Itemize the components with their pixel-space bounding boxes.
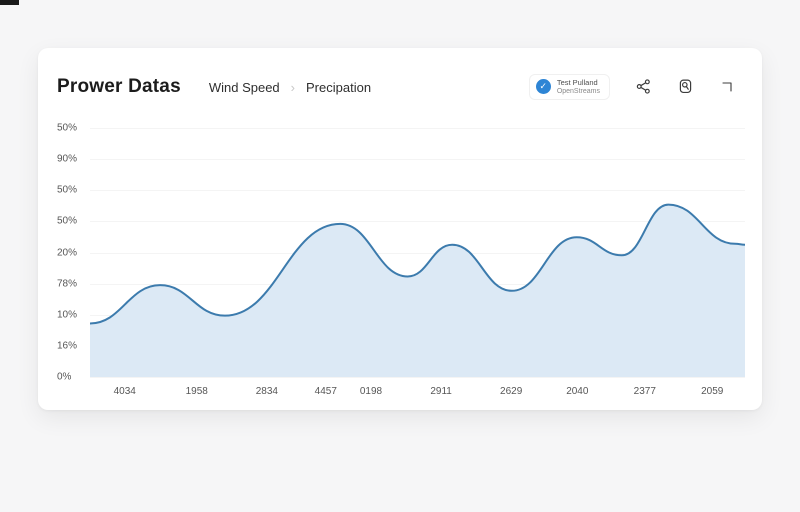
source-badge-icon: ✓ (535, 79, 551, 95)
card-header: Prower Datas Wind Speed › Precipation ✓ … (38, 48, 762, 102)
y-tick-label: 50% (57, 184, 78, 196)
gridline (90, 221, 745, 223)
gridline (90, 252, 745, 254)
x-axis-labels: 4034 1958 2834 4457 0198 2911 2629 2040 2377 2059 (90, 386, 745, 400)
share-icon (636, 79, 650, 95)
y-tick-label: 0% (57, 371, 72, 383)
gridline (90, 190, 745, 192)
y-axis-labels: 50% 90% 50% 50% 20% 78% 10% 16% 0% (57, 123, 91, 383)
area-fill (90, 204, 745, 377)
x-tick-label: 0198 (359, 386, 383, 397)
y-tick-label: 90% (57, 153, 78, 165)
source-badge[interactable]: ✓ Test Pulland OpenStreams (528, 73, 610, 101)
page-title: Prower Datas (57, 76, 181, 97)
breadcrumb-item-wind-speed[interactable]: Wind Speed (208, 79, 280, 95)
breadcrumb-item-precipation[interactable]: Precipation (306, 79, 372, 95)
x-tick-label: 2911 (430, 386, 452, 397)
source-badge-line2: OpenStreams (556, 87, 600, 95)
chart-card: Prower Datas Wind Speed › Precipation ✓ … (38, 48, 762, 410)
y-tick-label: 50% (57, 215, 78, 227)
expand-button[interactable] (718, 78, 736, 96)
share-button[interactable] (634, 78, 652, 96)
expand-corner-icon (722, 82, 732, 92)
clipboard-icon (679, 80, 691, 94)
screen-artifact-bar (0, 0, 19, 5)
clipboard-button[interactable] (676, 78, 694, 96)
x-tick-label: 2834 (255, 386, 278, 397)
x-tick-label: 2629 (500, 386, 523, 397)
gridline (90, 159, 745, 161)
x-tick-label: 2040 (566, 386, 589, 397)
y-tick-label: 50% (57, 122, 78, 134)
gridline (90, 128, 745, 129)
breadcrumb: Wind Speed › Precipation (209, 80, 371, 95)
area-chart-plot (89, 128, 746, 378)
x-tick-label: 4457 (314, 386, 337, 397)
source-badge-text: Test Pulland OpenStreams (557, 78, 600, 96)
x-tick-label: 4034 (113, 386, 136, 397)
y-tick-label: 78% (57, 278, 78, 290)
x-tick-label: 2059 (701, 386, 724, 397)
y-tick-label: 10% (57, 309, 78, 321)
y-tick-label: 16% (57, 340, 78, 352)
area-chart-svg (89, 203, 746, 377)
area-line (89, 203, 746, 325)
gridline (90, 377, 745, 378)
chevron-right-icon: › (290, 79, 296, 95)
source-badge-line1: Test Pulland (556, 77, 598, 87)
x-tick-label: 1958 (185, 386, 208, 397)
x-tick-label: 2377 (633, 386, 656, 397)
y-tick-label: 20% (57, 247, 78, 258)
header-actions: ✓ Test Pulland OpenStreams (528, 73, 736, 101)
